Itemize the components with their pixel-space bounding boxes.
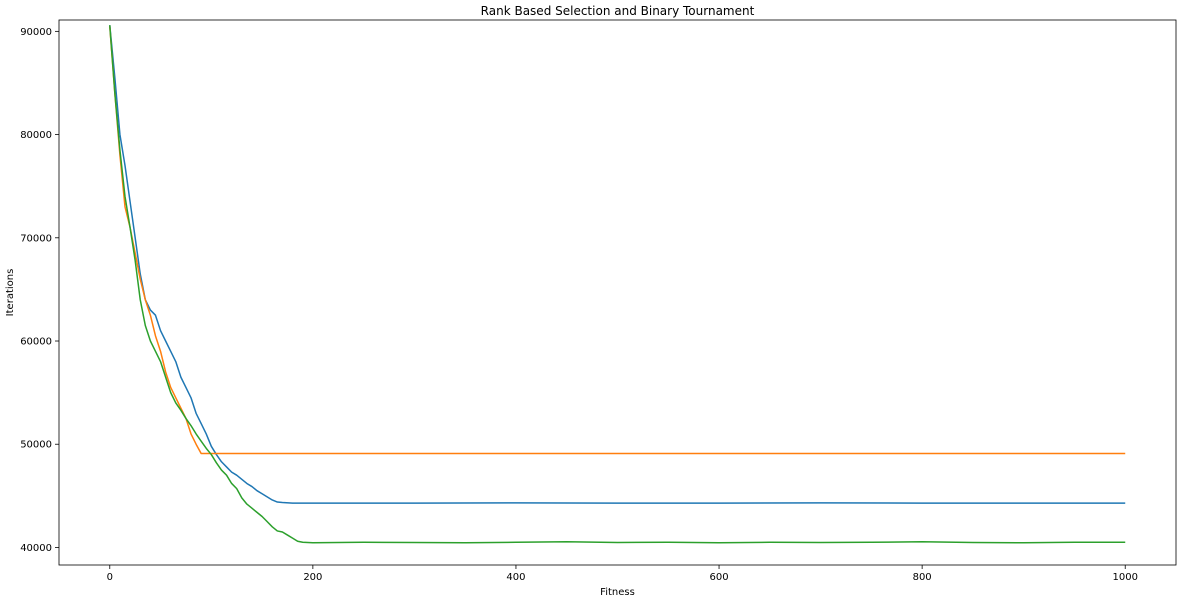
ticks-layer: 0 200 400 600 800 1000 40000 50000 60000 70000 800… <box>20 27 1138 583</box>
y-tick-label: 80000 <box>20 130 52 141</box>
series-line-3 <box>109 25 1126 544</box>
y-tick-label: 90000 <box>20 27 52 38</box>
series-line-2 <box>109 26 1126 455</box>
plot-frame <box>58 19 1177 566</box>
y-tick-label: 50000 <box>20 440 52 451</box>
y-tick-label: 70000 <box>20 233 52 244</box>
series-line-1 <box>109 25 1126 504</box>
x-tick-label: 600 <box>709 572 728 583</box>
x-tick-label: 0 <box>107 572 113 583</box>
series-layer <box>109 25 1126 544</box>
y-tick-label: 60000 <box>20 337 52 348</box>
y-axis-label: Iterations <box>5 269 16 317</box>
y-tick-label: 40000 <box>20 543 52 554</box>
x-tick-label: 200 <box>303 572 322 583</box>
x-tick-label: 400 <box>506 572 525 583</box>
x-tick-label: 1000 <box>1113 572 1138 583</box>
axes-layer <box>58 19 1177 566</box>
x-tick-label: 800 <box>913 572 932 583</box>
chart-title: Rank Based Selection and Binary Tourname… <box>481 4 755 18</box>
x-axis-label: Fitness <box>600 587 635 598</box>
